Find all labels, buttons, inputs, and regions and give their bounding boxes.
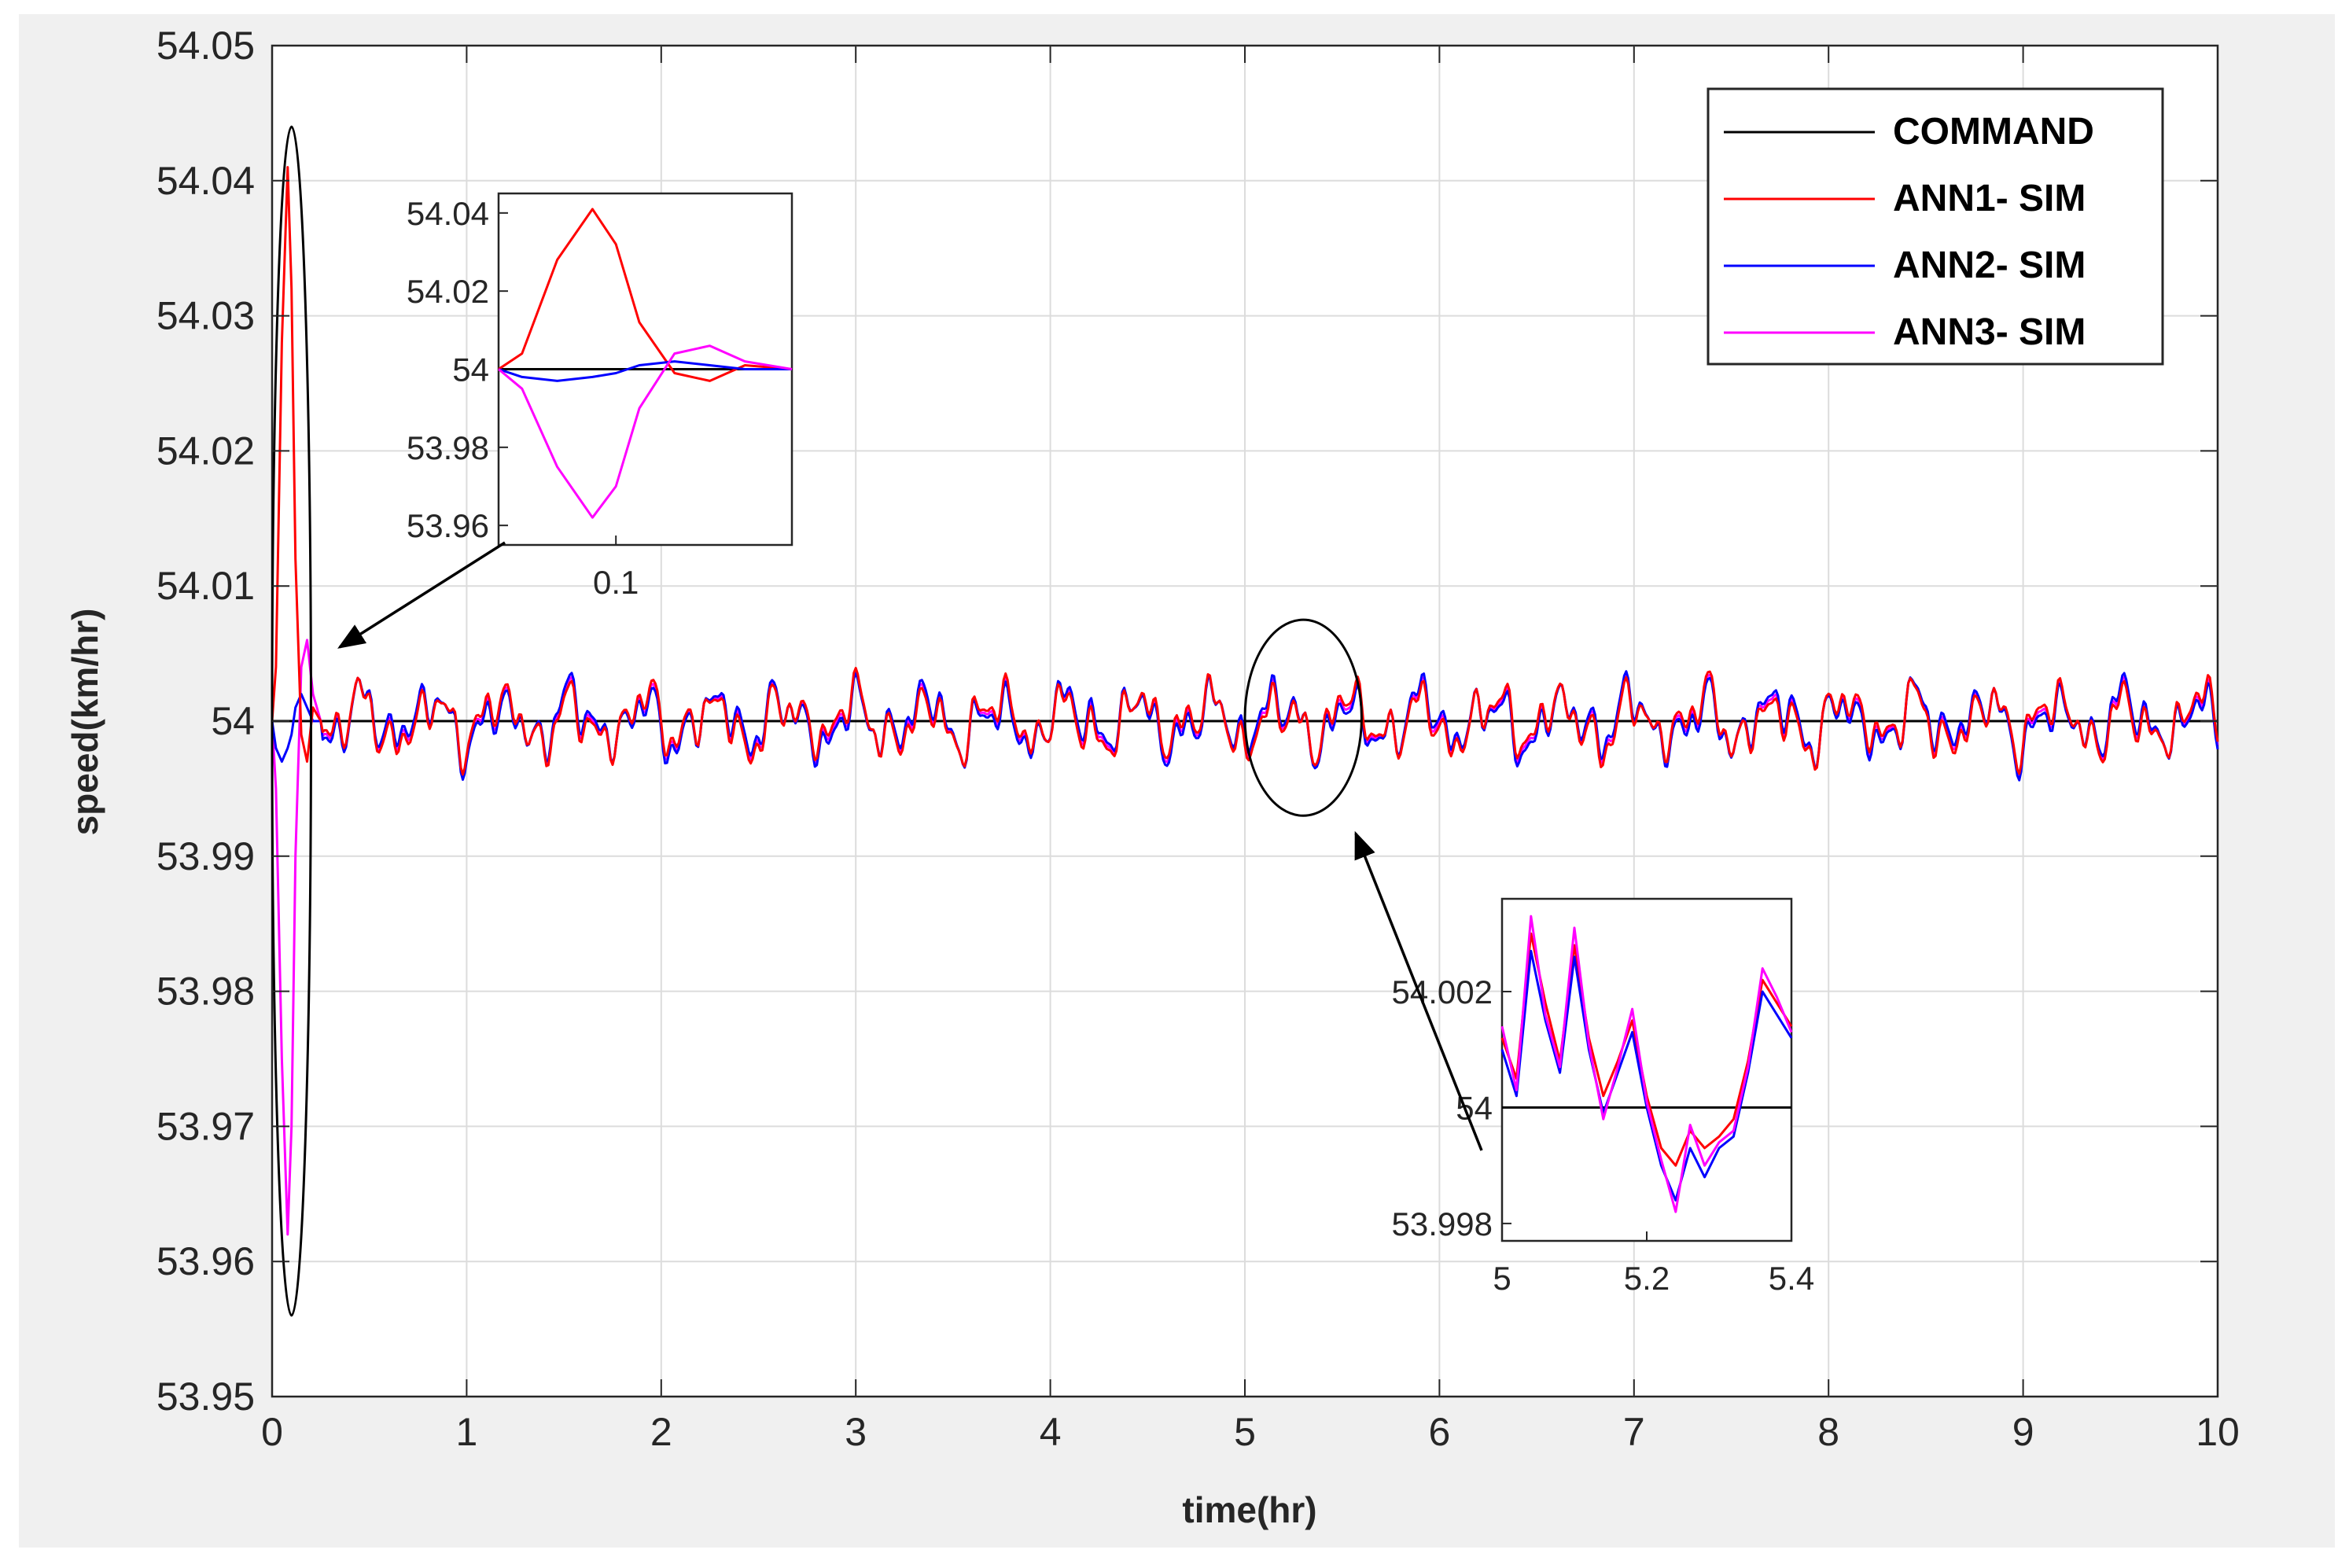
- inset-x-tick-label: 5.4: [1769, 1260, 1814, 1297]
- zoom-arrows: [337, 541, 1483, 1151]
- inset-startup-zoom: 53.96 53.98 54 54.02 54.04 0.1: [407, 192, 793, 601]
- legend-label: ANN1- SIM: [1893, 178, 2086, 219]
- x-tick-label: 0: [261, 1410, 283, 1454]
- legend-label: COMMAND: [1893, 111, 2094, 153]
- legend-entry: ANN1- SIM: [1724, 178, 2086, 219]
- x-tick-label: 9: [2012, 1410, 2034, 1454]
- inset-y-tick-label: 53.98: [407, 429, 489, 466]
- figure-frame: 0 1 2 3 4 5 6 7 8 9 10 53.95 53.96 53.97 53.98 53.99 54 5…: [19, 14, 2335, 1548]
- legend-box: [1707, 87, 2164, 366]
- zoom-arrow: [1354, 830, 1483, 1151]
- y-tick-label: 54: [211, 699, 255, 743]
- x-tick-label: 5: [1234, 1410, 1256, 1454]
- legend-entry: COMMAND: [1724, 111, 2094, 153]
- inset-series-line: [1500, 949, 1793, 1202]
- x-tick-label: 8: [1817, 1410, 1839, 1454]
- zoom-arrow: [337, 541, 506, 649]
- inset-x-tick-label: 5.2: [1624, 1260, 1670, 1297]
- x-tick-label: 4: [1040, 1410, 1062, 1454]
- inset-series-line: [498, 360, 792, 382]
- inset-series-line: [498, 208, 793, 382]
- inset-y-tick-label: 53.998: [1392, 1205, 1493, 1242]
- y-tick-label: 53.97: [156, 1104, 255, 1148]
- inset-x-tick-label: 5: [1493, 1260, 1511, 1297]
- inset-x-tick-label: 0.1: [593, 564, 639, 601]
- y-tick-label: 54.04: [156, 159, 255, 203]
- inset-y-tick-label: 54.04: [407, 195, 489, 232]
- x-tick-label: 7: [1623, 1410, 1645, 1454]
- x-tick-label: 6: [1428, 1410, 1450, 1454]
- y-tick-label: 54.03: [156, 294, 255, 338]
- legend-label: ANN3- SIM: [1893, 311, 2086, 353]
- series-line-ann1-sim: [271, 166, 2219, 776]
- inset-series-line: [498, 344, 793, 519]
- y-tick-label: 53.98: [156, 970, 255, 1014]
- y-tick-label: 54.05: [156, 24, 255, 68]
- y-tick-label: 54.01: [156, 564, 255, 608]
- x-tick-label: 3: [845, 1410, 867, 1454]
- legend-label: ANN2- SIM: [1893, 245, 2086, 286]
- y-tick-label: 53.96: [156, 1239, 255, 1283]
- y-tick-label: 53.99: [156, 834, 255, 878]
- y-tick-label: 54.02: [156, 429, 255, 473]
- x-tick-label: 2: [650, 1410, 672, 1454]
- legend: COMMAND ANN1- SIM ANN2- SIM ANN3- SIM: [1707, 87, 2164, 366]
- legend-entry: ANN2- SIM: [1724, 245, 2086, 286]
- chart: 0 1 2 3 4 5 6 7 8 9 1053.9553.9653.9753.9853.99545…: [64, 24, 2240, 1530]
- inset-y-tick-label: 54: [452, 352, 489, 388]
- inset-y-tick-label: 53.96: [407, 507, 489, 544]
- x-axis-label: time(hr): [1182, 1489, 1316, 1530]
- legend-entry: ANN3- SIM: [1724, 311, 2086, 353]
- x-tick-label: 10: [2196, 1410, 2240, 1454]
- inset-y-tick-label: 54.02: [407, 273, 489, 310]
- axes: 0 1 2 3 4 5 6 7 8 9 1053.9553.9653.9753.9853.99545…: [156, 24, 2240, 1454]
- y-tick-label: 53.95: [156, 1375, 255, 1419]
- zoom-ellipse: [1243, 618, 1363, 817]
- inset-y-tick-label: 54: [1456, 1089, 1493, 1126]
- inset-series-line: [1500, 915, 1793, 1213]
- y-axis-label: speed(km/hr): [64, 609, 105, 836]
- x-tick-label: 1: [455, 1410, 477, 1454]
- inset-steady-zoom: 53.998 54 54.002 5 5.2 5.4: [1392, 897, 1814, 1297]
- inset-y-tick-label: 54.002: [1392, 974, 1493, 1010]
